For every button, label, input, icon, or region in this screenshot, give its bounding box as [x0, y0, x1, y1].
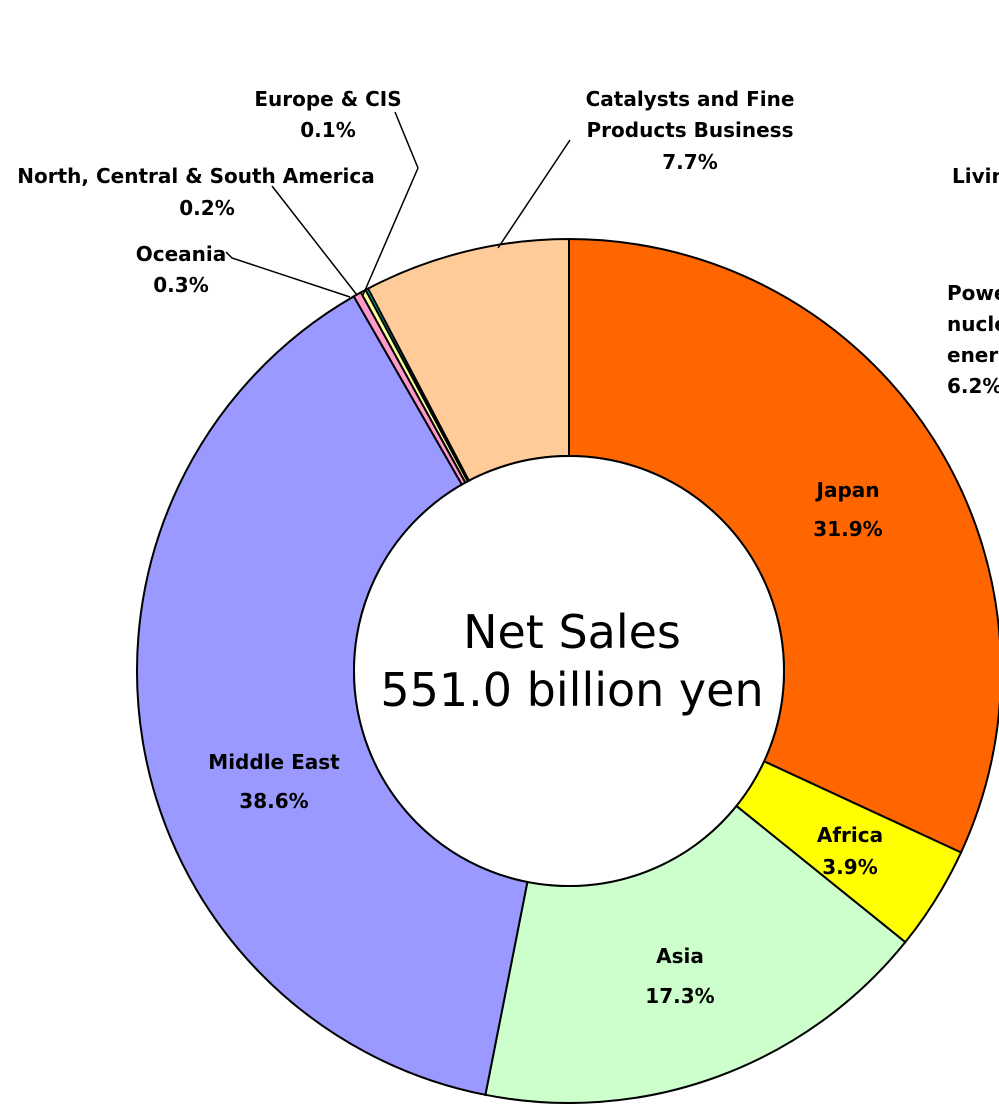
- slice-label-japan-value: 31.9%: [813, 517, 882, 541]
- donut-hole: [353, 455, 785, 887]
- leader-line-europe: [362, 111, 419, 296]
- label-europe-name: Europe & CIS: [254, 87, 401, 111]
- label-living-clipped: Livin: [952, 164, 999, 188]
- slice-label-africa-name: Africa: [817, 823, 883, 847]
- slice-label-asia-value: 17.3%: [645, 984, 714, 1008]
- label-oceania-name: Oceania: [136, 242, 227, 266]
- center-title: Net Sales: [463, 605, 681, 659]
- label-europe-value: 0.1%: [300, 118, 355, 142]
- label-americas-name: North, Central & South America: [17, 164, 374, 188]
- label-oceania-value: 0.3%: [153, 273, 208, 297]
- leader-line-catalysts: [497, 139, 571, 249]
- label-power-line1: Powe: [947, 281, 999, 305]
- label-power-line3: ener: [947, 343, 998, 367]
- slice-label-middle-east-value: 38.6%: [239, 789, 308, 813]
- slices-group: [136, 237, 999, 1104]
- center-value: 551.0 billion yen: [380, 663, 763, 717]
- slice-label-africa-value: 3.9%: [822, 855, 877, 879]
- slice-label-japan-name: Japan: [815, 478, 880, 502]
- label-catalysts-line1: Catalysts and Fine: [586, 87, 795, 111]
- slice-label-middle-east-name: Middle East: [208, 750, 340, 774]
- label-catalysts-line2: Products Business: [587, 118, 794, 142]
- slice-label-asia-name: Asia: [656, 944, 704, 968]
- leader-line-americas: [271, 185, 358, 296]
- label-americas-value: 0.2%: [179, 196, 234, 220]
- label-power-value: 6.2%: [947, 374, 999, 398]
- leader-line-oceania: [225, 251, 351, 298]
- label-catalysts-value: 7.7%: [662, 150, 717, 174]
